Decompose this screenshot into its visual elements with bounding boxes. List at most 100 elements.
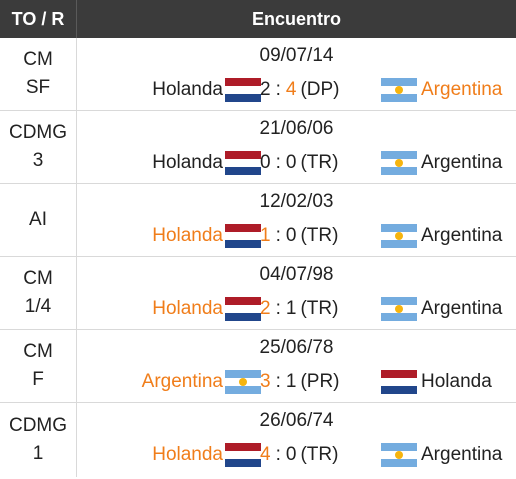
match-date: 04/07/98 bbox=[259, 264, 334, 285]
netherlands-flag bbox=[225, 297, 261, 321]
competition-round: 1 bbox=[32, 443, 44, 464]
score-separator: : bbox=[275, 298, 281, 319]
header-competition-round: TO / R bbox=[0, 0, 77, 38]
match-line: Argentina 3:1 (PR) Holanda bbox=[77, 368, 516, 396]
match-date: 09/07/14 bbox=[259, 45, 334, 66]
argentina-flag bbox=[381, 224, 417, 248]
match-date: 21/06/06 bbox=[259, 118, 334, 139]
competition-cell: AI bbox=[0, 184, 77, 256]
match-line: Holanda 0:0 (TR) Argentina bbox=[77, 149, 516, 177]
table-row: AI 12/02/03 Holanda 1:0 (TR) Argentina bbox=[0, 184, 516, 257]
netherlands-flag bbox=[381, 370, 417, 394]
argentina-flag bbox=[225, 370, 261, 394]
away-team: Argentina bbox=[381, 441, 502, 469]
home-team-name: Holanda bbox=[152, 152, 223, 173]
score: 1:0 (TR) bbox=[260, 222, 338, 250]
away-team-name: Holanda bbox=[421, 371, 492, 392]
match-cell: 12/02/03 Holanda 1:0 (TR) Argentina bbox=[77, 184, 516, 256]
table-row: CDMG 3 21/06/06 Holanda 0:0 (TR) Argentina bbox=[0, 111, 516, 184]
home-score: 1 bbox=[260, 225, 271, 246]
away-score: 0 bbox=[285, 444, 297, 465]
home-team-name: Holanda bbox=[152, 444, 223, 465]
score: 3:1 (PR) bbox=[260, 368, 340, 396]
score: 0:0 (TR) bbox=[260, 149, 338, 177]
competition-code: CM bbox=[23, 49, 53, 70]
netherlands-flag bbox=[225, 78, 261, 102]
match-date: 25/06/78 bbox=[259, 337, 334, 358]
home-team-name: Holanda bbox=[152, 298, 223, 319]
home-team: Holanda bbox=[152, 441, 261, 469]
argentina-flag bbox=[381, 443, 417, 467]
netherlands-flag bbox=[225, 443, 261, 467]
home-score: 4 bbox=[260, 444, 271, 465]
competition-round: SF bbox=[25, 77, 51, 98]
match-note: (TR) bbox=[300, 298, 339, 319]
away-team-name: Argentina bbox=[421, 225, 503, 246]
away-score: 1 bbox=[285, 371, 297, 392]
score: 2:4 (DP) bbox=[260, 76, 340, 104]
score-separator: : bbox=[275, 225, 281, 246]
away-team: Argentina bbox=[381, 149, 502, 177]
match-line: Holanda 4:0 (TR) Argentina bbox=[77, 441, 516, 469]
match-line: Holanda 2:4 (DP) Argentina bbox=[77, 76, 516, 104]
match-line: Holanda 2:1 (TR) Argentina bbox=[77, 295, 516, 323]
header-match: Encuentro bbox=[251, 8, 341, 29]
match-cell: 21/06/06 Holanda 0:0 (TR) Argentina bbox=[77, 111, 516, 183]
competition-code: CDMG bbox=[8, 122, 68, 143]
score-separator: : bbox=[275, 79, 281, 100]
match-cell: 04/07/98 Holanda 2:1 (TR) Argentina bbox=[77, 257, 516, 329]
competition-code: CM bbox=[23, 268, 53, 289]
home-team: Holanda bbox=[152, 149, 261, 177]
table-row: CM SF 09/07/14 Holanda 2:4 (DP) Argentina bbox=[0, 38, 516, 111]
score-separator: : bbox=[275, 152, 281, 173]
home-score: 2 bbox=[260, 79, 271, 100]
competition-cell: CDMG 3 bbox=[0, 111, 77, 183]
score-separator: : bbox=[275, 371, 281, 392]
away-score: 0 bbox=[285, 152, 297, 173]
table-header: TO / R Encuentro bbox=[0, 0, 516, 38]
away-team: Argentina bbox=[381, 222, 502, 250]
competition-round: 3 bbox=[32, 150, 44, 171]
away-team-name: Argentina bbox=[421, 79, 503, 100]
away-team: Holanda bbox=[381, 368, 492, 396]
match-date: 26/06/74 bbox=[259, 410, 334, 431]
home-team: Argentina bbox=[142, 368, 261, 396]
competition-code: CDMG bbox=[8, 415, 68, 436]
match-note: (TR) bbox=[300, 152, 339, 173]
match-line: Holanda 1:0 (TR) Argentina bbox=[77, 222, 516, 250]
match-cell: 26/06/74 Holanda 4:0 (TR) Argentina bbox=[77, 403, 516, 477]
netherlands-flag bbox=[225, 224, 261, 248]
table-row: CM F 25/06/78 Argentina 3:1 (PR) Holanda bbox=[0, 330, 516, 403]
table-body: CM SF 09/07/14 Holanda 2:4 (DP) Argentina CDMG 3… bbox=[0, 38, 516, 477]
away-team: Argentina bbox=[381, 295, 502, 323]
home-score: 0 bbox=[260, 152, 271, 173]
score: 4:0 (TR) bbox=[260, 441, 338, 469]
argentina-flag bbox=[381, 297, 417, 321]
match-cell: 25/06/78 Argentina 3:1 (PR) Holanda bbox=[77, 330, 516, 402]
home-team: Holanda bbox=[152, 295, 261, 323]
competition-code: CM bbox=[23, 341, 53, 362]
competition-round: 1/4 bbox=[24, 296, 52, 317]
argentina-flag bbox=[381, 151, 417, 175]
home-team-name: Holanda bbox=[152, 79, 223, 100]
argentina-flag bbox=[381, 78, 417, 102]
match-note: (PR) bbox=[300, 371, 340, 392]
competition-cell: CM F bbox=[0, 330, 77, 402]
table-row: CM 1/4 04/07/98 Holanda 2:1 (TR) Argentina bbox=[0, 257, 516, 330]
away-team-name: Argentina bbox=[421, 444, 503, 465]
match-note: (DP) bbox=[300, 79, 340, 100]
away-score: 1 bbox=[285, 298, 297, 319]
home-team-name: Argentina bbox=[141, 371, 223, 392]
home-score: 3 bbox=[260, 371, 271, 392]
away-score: 0 bbox=[285, 225, 297, 246]
competition-cell: CM 1/4 bbox=[0, 257, 77, 329]
match-note: (TR) bbox=[300, 225, 339, 246]
score-separator: : bbox=[275, 444, 281, 465]
home-team-name: Holanda bbox=[152, 225, 223, 246]
score: 2:1 (TR) bbox=[260, 295, 338, 323]
away-score: 4 bbox=[285, 79, 297, 100]
home-score: 2 bbox=[260, 298, 271, 319]
match-date: 12/02/03 bbox=[259, 191, 334, 212]
home-team: Holanda bbox=[152, 76, 261, 104]
